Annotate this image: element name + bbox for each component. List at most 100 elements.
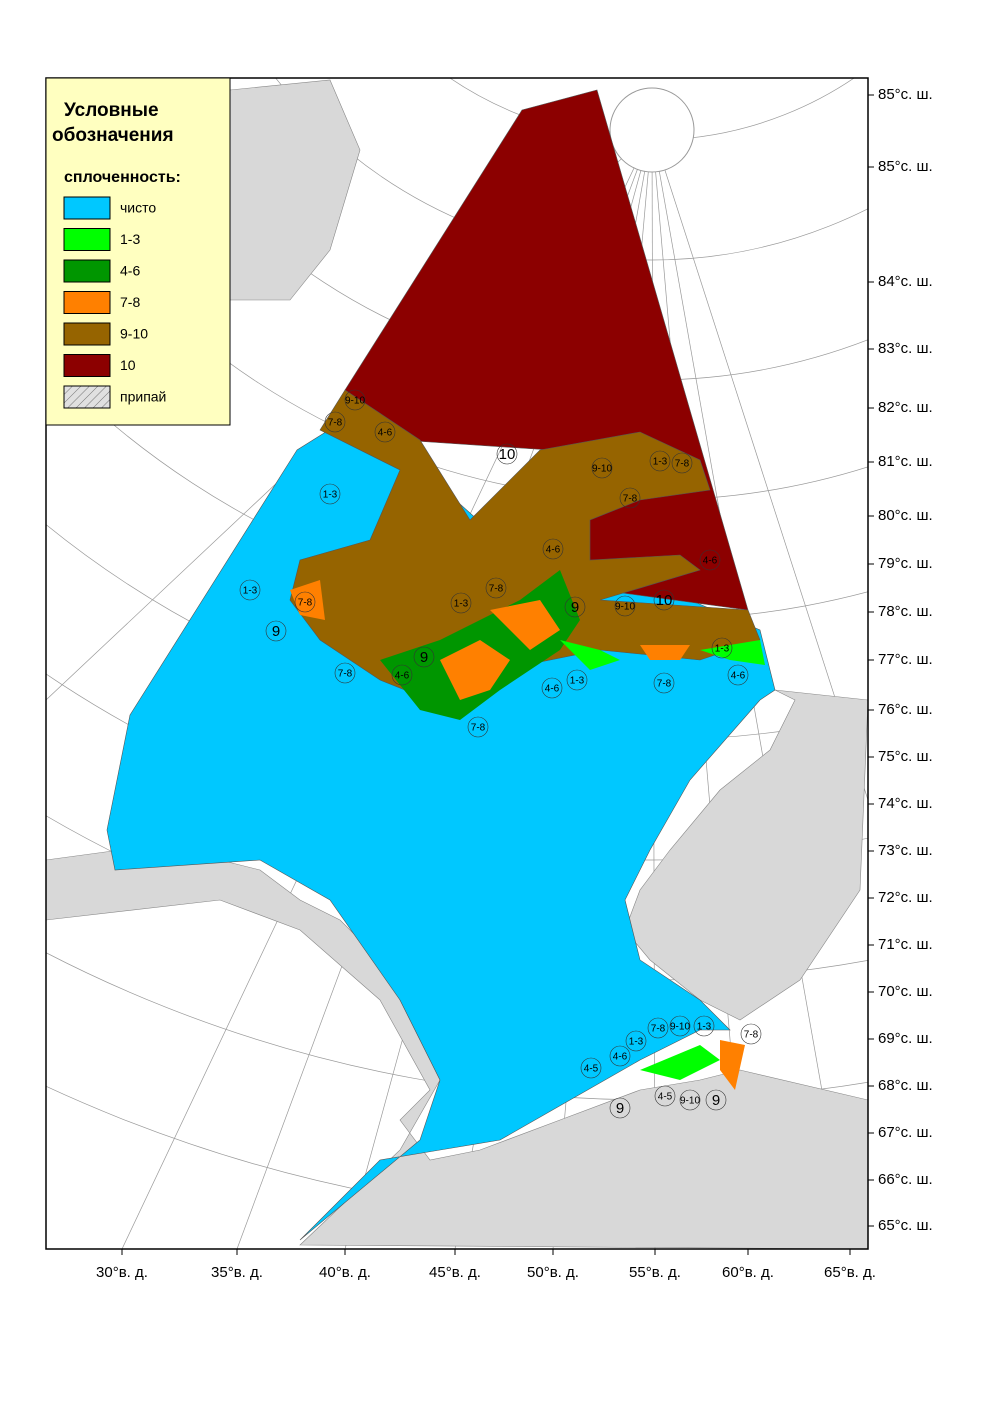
label-circle <box>319 483 341 505</box>
label-circle <box>413 646 435 668</box>
legend-swatch <box>63 196 111 220</box>
ice-label: 1-3 <box>715 644 730 655</box>
label-circle <box>239 579 261 601</box>
lat-label: 69°с. ш. <box>878 1030 933 1047</box>
lat-label: 67°с. ш. <box>878 1124 933 1141</box>
label-circle <box>699 549 721 571</box>
axis-labels: 85°с. ш. 85°с. ш. 84°с. ш. 83°с. ш. 82°с. ш.… <box>96 86 933 1281</box>
legend-label: 1-3 <box>120 231 140 247</box>
legend-title: обозначения <box>52 125 174 146</box>
lat-label: 77°с. ш. <box>878 651 933 668</box>
ice-label: 9-10 <box>680 1096 700 1107</box>
legend-swatch <box>63 354 111 377</box>
ice-label: 7-8 <box>651 1024 666 1035</box>
label-circle <box>653 589 675 611</box>
ice-label: 9-10 <box>670 1022 690 1033</box>
lon-label: 30°в. д. <box>96 1264 148 1281</box>
label-circle <box>609 1045 631 1067</box>
label-circle <box>566 669 588 691</box>
ice-label: 9 <box>616 1100 624 1117</box>
ice-label: 1-3 <box>323 490 338 501</box>
ice-label: 4-6 <box>703 556 718 567</box>
lon-label: 45°в. д. <box>429 1264 481 1281</box>
legend-label: 10 <box>120 357 136 373</box>
lat-label: 73°с. ш. <box>878 842 933 859</box>
label-circle <box>711 637 733 659</box>
lat-label: 82°с. ш. <box>878 399 933 416</box>
ice-label: 10 <box>499 446 516 463</box>
ice-label: 9 <box>571 599 579 616</box>
lon-label: 50°в. д. <box>527 1264 579 1281</box>
legend-swatch <box>63 259 111 283</box>
label-circle <box>614 595 636 617</box>
lat-label: 68°с. ш. <box>878 1077 933 1094</box>
label-circle <box>619 487 641 509</box>
ice-label: 4-6 <box>546 545 561 556</box>
ice-label: 9 <box>712 1092 720 1109</box>
ice-label: 7-8 <box>675 459 690 470</box>
lat-label: 72°с. ш. <box>878 889 933 906</box>
ice-label: 1-3 <box>629 1037 644 1048</box>
label-circle <box>591 457 613 479</box>
ice-label: 1-3 <box>697 1022 712 1033</box>
ice-label: 4-6 <box>395 671 410 682</box>
ice-label: 4-6 <box>378 428 393 439</box>
lat-label: 85°с. ш. <box>878 86 933 103</box>
ice-label: 1-3 <box>653 457 668 468</box>
legend-swatch <box>63 385 111 409</box>
legend-label: 7-8 <box>120 294 140 310</box>
lat-label: 70°с. ш. <box>878 983 933 1000</box>
lon-label: 55°в. д. <box>629 1264 681 1281</box>
label-circle <box>669 1015 691 1037</box>
ice-label: 9 <box>420 649 428 666</box>
label-circle <box>679 1089 701 1111</box>
label-circle <box>653 672 675 694</box>
label-circle <box>467 716 489 738</box>
ice-label: 9-10 <box>615 602 635 613</box>
frame <box>45 77 869 1250</box>
label-circle <box>693 1015 715 1037</box>
lat-label: 66°с. ш. <box>878 1171 933 1188</box>
lat-label: 76°с. ш. <box>878 701 933 718</box>
label-circle <box>324 411 346 433</box>
ice-label: 4-6 <box>731 671 746 682</box>
label-circle <box>580 1057 602 1079</box>
lat-label: 65°с. ш. <box>878 1217 933 1234</box>
label-circle <box>654 1085 676 1107</box>
label-circle <box>391 664 413 686</box>
label-circle <box>265 620 287 642</box>
label-circle <box>625 1030 647 1052</box>
ice-label: 7-8 <box>623 494 638 505</box>
lat-label: 80°с. ш. <box>878 507 933 524</box>
label-circle <box>564 596 586 618</box>
lat-label: 83°с. ш. <box>878 340 933 357</box>
label-circle <box>647 1017 669 1039</box>
ice-label: 4-6 <box>613 1052 628 1063</box>
legend: Условные обозначения сплоченность: чисто… <box>45 77 231 426</box>
ice-label: 4-5 <box>584 1064 599 1075</box>
label-circle <box>294 591 316 613</box>
ice-label: 4-5 <box>658 1092 673 1103</box>
lat-label: 81°с. ш. <box>878 453 933 470</box>
label-circle <box>485 577 507 599</box>
label-circle <box>705 1089 727 1111</box>
ice-label: 9-10 <box>345 396 365 407</box>
legend-title: Условные <box>64 100 159 121</box>
label-circle <box>496 443 518 465</box>
label-circle <box>450 592 472 614</box>
lat-label: 75°с. ш. <box>878 748 933 765</box>
ice-label: 7-8 <box>328 418 343 429</box>
label-circle <box>542 538 564 560</box>
ice-label: 7-8 <box>298 598 313 609</box>
lat-label: 79°с. ш. <box>878 555 933 572</box>
legend-swatch <box>63 322 111 346</box>
label-circle <box>727 664 749 686</box>
ice-label: 9 <box>272 623 280 640</box>
lat-label: 84°с. ш. <box>878 273 933 290</box>
lat-label: 74°с. ш. <box>878 795 933 812</box>
label-circle <box>374 421 396 443</box>
legend-label: припай <box>120 389 166 405</box>
ice-label: 1-3 <box>243 586 258 597</box>
lon-label: 60°в. д. <box>722 1264 774 1281</box>
